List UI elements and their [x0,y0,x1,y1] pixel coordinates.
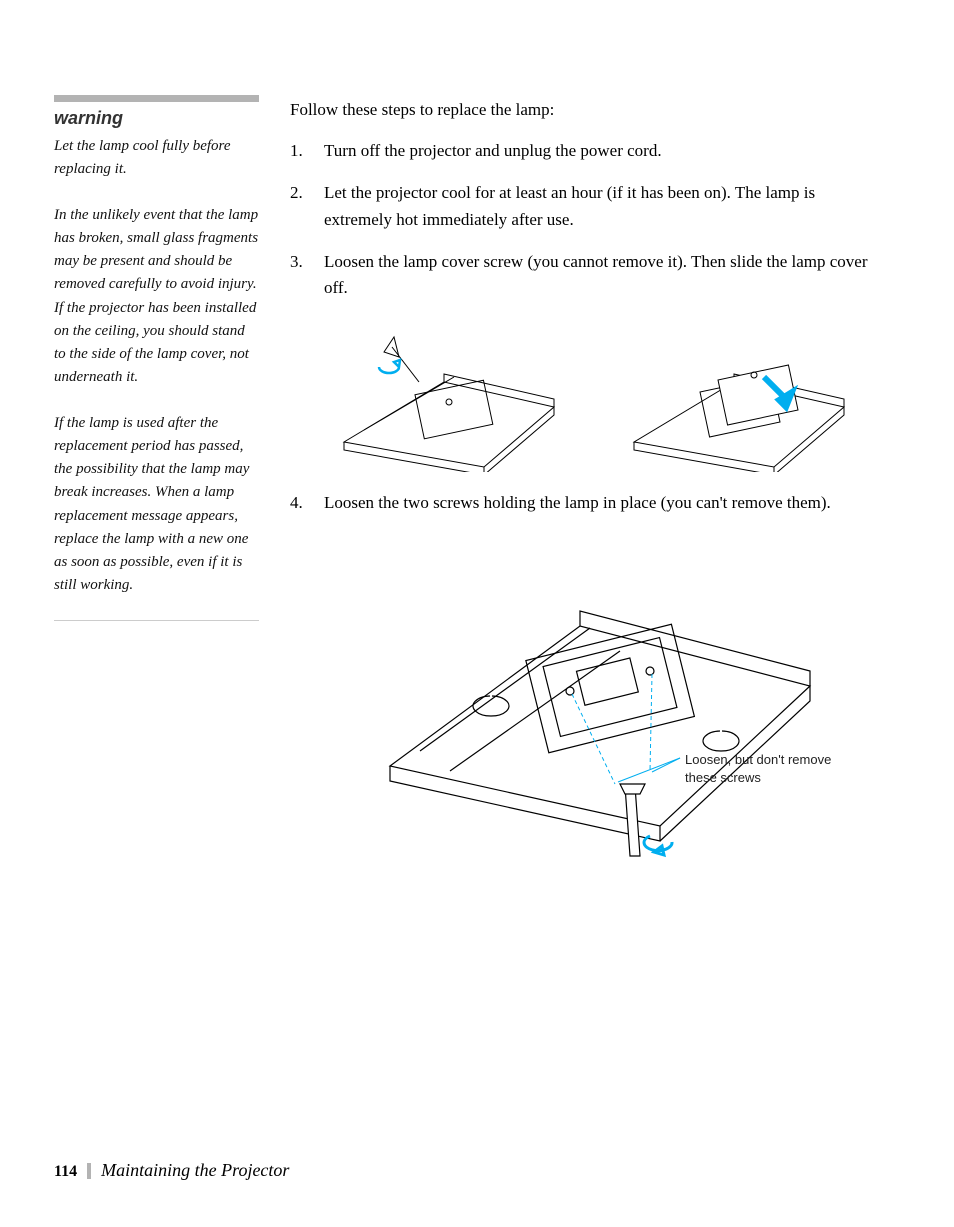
warning-sidebar: warning Let the lamp cool fully before r… [54,95,259,621]
warning-paragraph-3: If the lamp is used after the replacemen… [54,412,259,598]
figure-callout: Loosen, but don't remove these screws [685,751,845,786]
manual-page: warning Let the lamp cool fully before r… [0,0,954,1227]
steps-list-cont: Loosen the two screws holding the lamp i… [290,490,870,516]
step-4: Loosen the two screws holding the lamp i… [290,490,870,516]
warning-paragraph-1: Let the lamp cool fully before replacing… [54,135,259,182]
warning-divider [54,620,259,621]
figure-loosen-two-screws: Loosen, but don't remove these screws [350,536,850,876]
footer-bar [87,1163,91,1179]
steps-list: Turn off the projector and unplug the po… [290,138,870,302]
warning-paragraph-2: In the unlikely event that the lamp has … [54,204,259,390]
step-2: Let the projector cool for at least an h… [290,180,870,233]
page-number: 114 [54,1163,77,1181]
figure-slide-cover [614,322,864,472]
warning-bar [54,95,259,102]
figure-row-step3 [324,322,870,472]
step-1: Turn off the projector and unplug the po… [290,138,870,164]
page-footer: 114 Maintaining the Projector [54,1160,289,1181]
warning-title: warning [54,108,259,129]
main-content: Follow these steps to replace the lamp: … [290,100,870,876]
footer-section-title: Maintaining the Projector [101,1160,289,1181]
figure-loosen-screw [324,322,574,472]
step-3: Loosen the lamp cover screw (you cannot … [290,249,870,302]
intro-text: Follow these steps to replace the lamp: [290,100,870,120]
